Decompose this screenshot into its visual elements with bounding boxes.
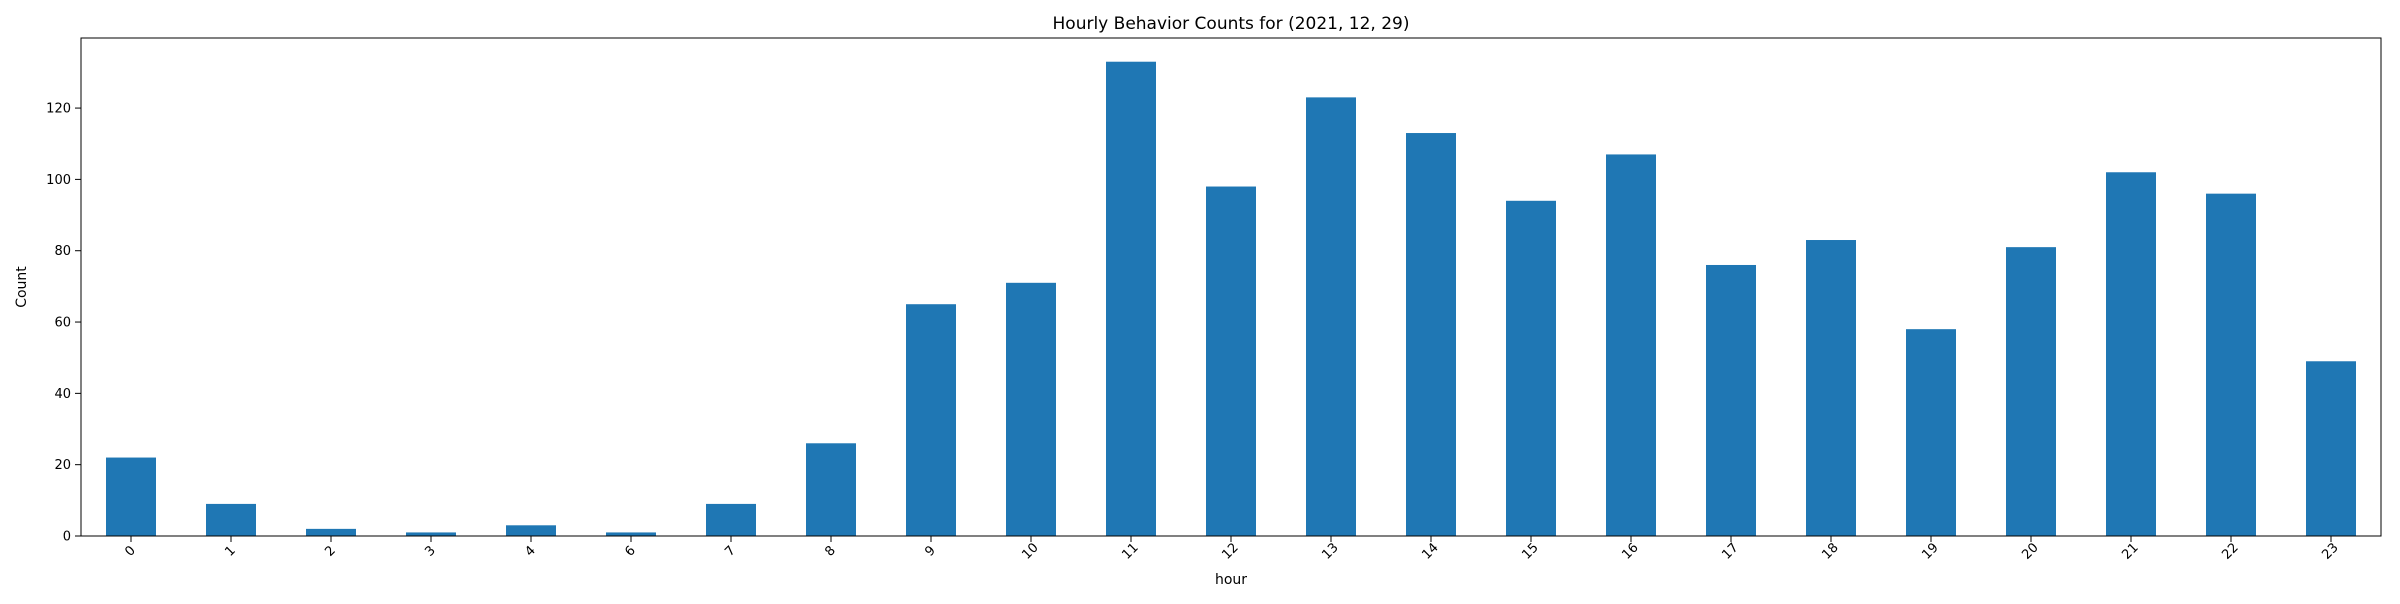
x-tick-label: 14 — [1419, 540, 1441, 562]
x-tick-label: 19 — [1919, 540, 1941, 562]
bar-hour-8 — [806, 443, 856, 536]
bar-hour-14 — [1406, 133, 1456, 536]
bar-hour-11 — [1106, 61, 1156, 536]
x-tick-label: 1 — [222, 543, 238, 559]
y-tick-label: 100 — [46, 173, 71, 188]
x-tick-label: 22 — [2219, 540, 2241, 562]
plot-frame — [80, 37, 2382, 537]
y-tick-label: 80 — [54, 244, 71, 259]
y-tick-label: 0 — [63, 530, 71, 545]
x-tick-label: 11 — [1119, 540, 1141, 562]
x-tick-label: 6 — [622, 543, 638, 559]
bar-hour-15 — [1506, 200, 1556, 537]
bars — [106, 61, 2356, 537]
x-tick-label: 8 — [822, 543, 838, 559]
bar-hour-22 — [2206, 193, 2256, 536]
x-tick-label: 3 — [422, 543, 438, 559]
y-tick-label: 20 — [54, 458, 71, 473]
y-tick-label: 60 — [54, 316, 71, 331]
x-tick-label: 21 — [2119, 540, 2141, 562]
y-axis: 0 20 40 60 80 100 120 — [46, 102, 81, 545]
bar-hour-0 — [106, 457, 156, 536]
bar-hour-9 — [906, 304, 956, 536]
y-tick-label: 40 — [54, 387, 71, 402]
x-tick-label: 4 — [522, 543, 538, 559]
bar-hour-1 — [206, 503, 256, 536]
x-axis-label: hour — [1215, 572, 1247, 588]
x-axis: 0 1 2 3 4 6 7 8 9 10 11 12 13 14 15 16 17 18 19 20 21 22 23 — [122, 536, 2342, 563]
bar-hour-12 — [1206, 186, 1256, 537]
bar-hour-19 — [1906, 329, 1956, 536]
x-tick-label: 18 — [1819, 540, 1841, 562]
x-tick-label: 10 — [1019, 540, 1041, 562]
bar-hour-16 — [1606, 154, 1656, 536]
bar-hour-2 — [306, 528, 356, 536]
x-tick-label: 2 — [322, 543, 338, 559]
bar-hour-3 — [406, 532, 456, 536]
bar-hour-21 — [2106, 172, 2156, 536]
bar-hour-10 — [1006, 282, 1056, 536]
x-tick-label: 13 — [1319, 540, 1341, 562]
bar-hour-20 — [2006, 247, 2056, 537]
bar-hour-6 — [606, 532, 656, 536]
x-tick-label: 23 — [2319, 540, 2341, 562]
x-tick-label: 12 — [1219, 540, 1241, 562]
bar-hour-23 — [2306, 361, 2356, 536]
x-tick-label: 9 — [922, 543, 938, 559]
chart-title: Hourly Behavior Counts for (2021, 12, 29… — [1053, 14, 1410, 34]
bar-hour-18 — [1806, 240, 1856, 536]
x-tick-label: 0 — [122, 543, 138, 559]
bar-hour-4 — [506, 525, 556, 536]
x-tick-label: 16 — [1619, 540, 1641, 562]
bar-hour-13 — [1306, 97, 1356, 536]
y-tick-label: 120 — [46, 102, 71, 117]
bar-hour-17 — [1706, 264, 1756, 536]
x-tick-label: 7 — [722, 543, 738, 559]
y-axis-label: Count — [14, 266, 30, 308]
bar-hour-7 — [706, 503, 756, 536]
x-tick-label: 15 — [1519, 540, 1541, 562]
x-tick-label: 17 — [1719, 540, 1741, 562]
x-tick-label: 20 — [2019, 540, 2041, 562]
